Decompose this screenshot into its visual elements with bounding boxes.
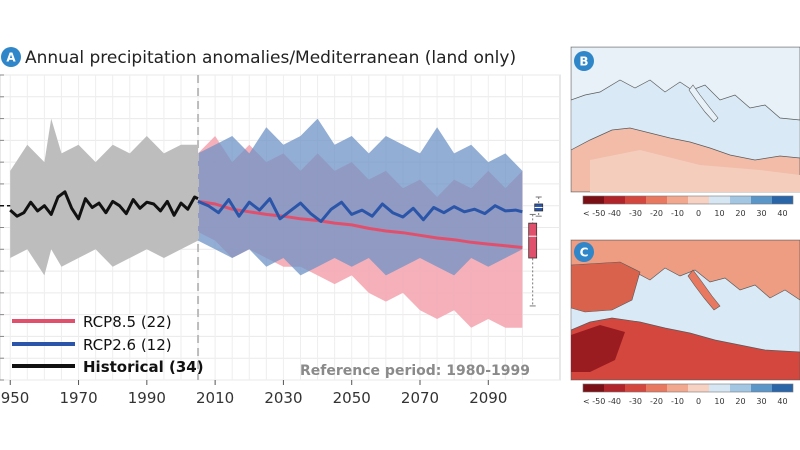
colorbar-tick-label: -30: [629, 209, 642, 218]
colorbar-c: < -50 -40 -30 -20 -10 0 10 20 30 40: [582, 383, 794, 406]
panel-b-badge-letter: B: [579, 55, 588, 69]
colorbar-cell: [772, 196, 793, 204]
map-c-africa-land: [571, 317, 800, 380]
colorbar-tick-label: 30: [756, 397, 766, 406]
historical-mean-line: [9, 190, 199, 221]
panel-a-badge: [1, 47, 21, 67]
panel-a-badge-letter: A: [6, 51, 16, 65]
colorbar-tick-label: -20: [650, 209, 663, 218]
colorbar-cell: [604, 196, 625, 204]
legend-label-rcp26: RCP2.6 (12): [83, 336, 172, 354]
colorbar-cell: [583, 384, 604, 392]
x-tick-label: 2050: [333, 389, 371, 407]
series-lines: [9, 190, 523, 249]
historical-range-band: [10, 118, 199, 276]
x-tick-label: 2030: [264, 389, 302, 407]
map-panel-b: B: [570, 46, 800, 193]
x-tick-label: 2070: [401, 389, 439, 407]
colorbar-tick-label: -10: [671, 209, 684, 218]
colorbar-tick-label: 0: [696, 209, 701, 218]
reference-period-note: Reference period: 1980-1999: [300, 363, 530, 379]
colorbar-cell: [646, 384, 667, 392]
panel-c-badge: [574, 242, 594, 262]
colorbar-cell: [688, 196, 709, 204]
x-axis: 1950 1970 1990 2010 2030 2050 2070 2090: [0, 380, 507, 407]
colorbar-tick-label: -40: [608, 397, 621, 406]
colorbar-tick-label: < -50: [583, 209, 605, 218]
colorbar-tick-label: 0: [696, 397, 701, 406]
colorbar-tick-label: 20: [735, 209, 745, 218]
colorbar-cell: [751, 196, 772, 204]
colorbar-tick-label: 40: [777, 209, 787, 218]
x-tick-label: 1950: [0, 389, 29, 407]
map-b-italy: [688, 84, 719, 123]
colorbar-cell: [772, 384, 793, 392]
colorbar-tick-label: -20: [650, 397, 663, 406]
legend-label-rcp85: RCP8.5 (22): [83, 313, 172, 331]
colorbar-cell: [730, 384, 751, 392]
chart-title: Annual precipitation anomalies/Mediterra…: [25, 48, 516, 68]
map-c-morocco: [571, 325, 625, 372]
colorbar-b: < -50 -40 -30 -20 -10 0 10 20 30 40: [582, 195, 794, 218]
colorbar-cell: [583, 196, 604, 204]
rcp26-range-band: [198, 118, 523, 276]
colorbar-tick-label: -30: [629, 397, 642, 406]
colorbar-cell: [709, 196, 730, 204]
colorbar-cell: [625, 384, 646, 392]
colorbar-cell: [709, 384, 730, 392]
x-tick-label: 2010: [196, 389, 234, 407]
legend-label-historical: Historical (34): [83, 358, 204, 376]
map-b-sahara: [590, 150, 800, 192]
colorbar-tick-label: 10: [714, 209, 724, 218]
colorbar-tick-label: 20: [735, 397, 745, 406]
colorbar-cell: [667, 384, 688, 392]
colorbar-tick-label: < -50: [583, 397, 605, 406]
x-tick-label: 1970: [59, 389, 97, 407]
colorbar-tick-label: -10: [671, 397, 684, 406]
colorbar-tick-label: 30: [756, 209, 766, 218]
x-tick-label: 1990: [128, 389, 166, 407]
colorbar-tick-label: -40: [608, 209, 621, 218]
map-c-italy: [687, 269, 721, 311]
rcp26-mean-line: [197, 197, 523, 223]
colorbar-tick-label: 40: [777, 397, 787, 406]
colorbar-cell: [604, 384, 625, 392]
colorbar-frame: [582, 383, 794, 393]
colorbar-cell: [625, 196, 646, 204]
colorbar-tick-label: 10: [714, 397, 724, 406]
series-bands: [10, 118, 523, 328]
colorbar-cell: [751, 384, 772, 392]
legend: RCP8.5 (22) RCP2.6 (12) Historical (34): [12, 313, 204, 376]
colorbar-cell: [667, 196, 688, 204]
end-of-century-boxplots: [528, 196, 544, 307]
map-panel-c: C: [570, 239, 800, 381]
rcp85-boxplot-box: [528, 222, 538, 259]
colorbar-cell: [688, 384, 709, 392]
panel-c-badge-letter: C: [580, 246, 589, 260]
x-tick-label: 2090: [469, 389, 507, 407]
panel-b-badge: [574, 51, 594, 71]
map-c-iberia: [571, 261, 641, 313]
colorbar-frame: [582, 195, 794, 205]
colorbar-cell: [646, 196, 667, 204]
colorbar-cell: [730, 196, 751, 204]
rcp85-mean-line: [197, 199, 523, 249]
